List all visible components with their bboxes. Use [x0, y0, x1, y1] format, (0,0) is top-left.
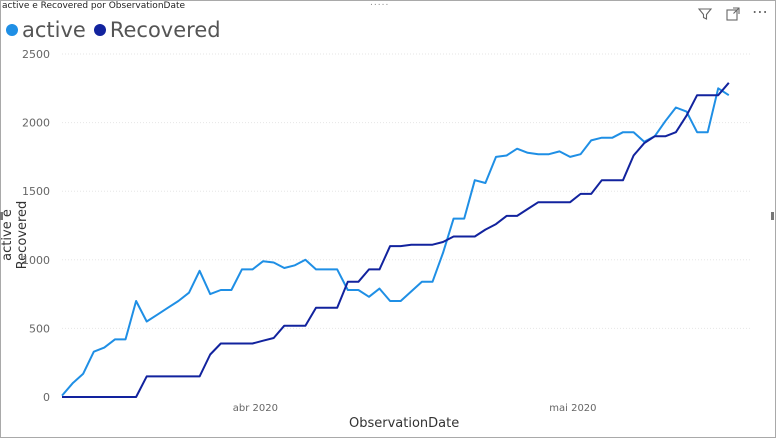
y-tick-label: 1500: [22, 185, 50, 198]
legend-label-recovered: Recovered: [109, 18, 221, 42]
legend-marker-active: [6, 24, 18, 36]
more-options-icon[interactable]: ⋯: [752, 2, 768, 21]
x-tick-label: abr 2020: [233, 403, 278, 414]
legend-marker-recovered: [93, 24, 106, 36]
legend-label-active: active: [22, 18, 86, 42]
y-tick-label: 2000: [22, 117, 50, 130]
y-tick-label: 2500: [22, 48, 50, 61]
series-line-active: [61, 87, 730, 397]
series-line-recovered: [62, 82, 730, 398]
focus-mode-icon[interactable]: [725, 6, 741, 22]
chart-title: active e Recovered por ObservationDate: [2, 1, 186, 11]
drag-handle-dots[interactable]: .....: [370, 0, 390, 8]
filter-icon[interactable]: [697, 6, 713, 22]
y-tick-label: 1000: [22, 254, 50, 267]
resize-handle-left[interactable]: [0, 212, 3, 220]
legend: active Recovered: [6, 18, 229, 42]
resize-handle-right[interactable]: [771, 212, 774, 220]
y-tick-label: 0: [43, 391, 50, 404]
x-axis-title: ObservationDate: [349, 416, 460, 431]
legend-item-active[interactable]: active: [6, 18, 86, 42]
x-tick-label: mai 2020: [549, 403, 596, 414]
legend-item-recovered[interactable]: Recovered: [93, 18, 221, 42]
y-tick-label: 500: [29, 322, 50, 335]
